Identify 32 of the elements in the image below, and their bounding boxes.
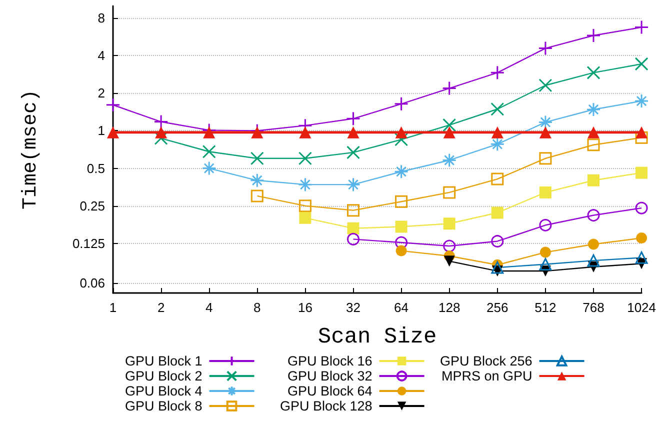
legend-label: GPU Block 1 (124, 354, 202, 368)
x-tick-label: 16 (298, 300, 312, 315)
x-tick-label: 512 (534, 300, 556, 315)
x-tick-label: 768 (582, 300, 604, 315)
legend-label: GPU Block 128 (280, 398, 372, 414)
y-tick-label: 0.125 (72, 236, 105, 251)
y-axis-title: Time(msec) (20, 89, 42, 210)
y-tick-label: 0.5 (86, 160, 105, 176)
x-tick-label: 1 (109, 300, 117, 315)
x-tick-label: 2 (157, 300, 165, 315)
legend-label: GPU Block 16 (287, 354, 372, 368)
x-tick-label: 4 (205, 300, 213, 315)
y-tick-label: 2 (98, 86, 105, 101)
y-tick-label: 8 (98, 10, 105, 26)
x-tick-label: 256 (486, 300, 508, 315)
x-tick-label: 32 (346, 300, 360, 315)
legend-label: MPRS on GPU (442, 368, 532, 384)
legend-label: GPU Block 4 (124, 384, 203, 398)
x-tick-label: 8 (254, 300, 261, 315)
y-tick-label: 0.06 (80, 276, 105, 291)
y-tick-label: 1 (98, 123, 105, 138)
legend-label: GPU Block 32 (287, 368, 372, 384)
legend-label: GPU Block 64 (287, 384, 373, 398)
legend-label: GPU Block 2 (124, 368, 202, 384)
x-tick-label: 128 (438, 300, 460, 315)
x-axis-title: Scan Size (318, 324, 437, 350)
y-tick-label: 0.25 (80, 198, 105, 214)
x-tick-label: 1024 (627, 300, 656, 315)
legend-label: GPU Block 8 (124, 398, 202, 414)
legend-label: GPU Block 256 (440, 354, 532, 368)
x-tick-label: 64 (394, 300, 409, 315)
y-tick-label: 4 (98, 48, 105, 64)
